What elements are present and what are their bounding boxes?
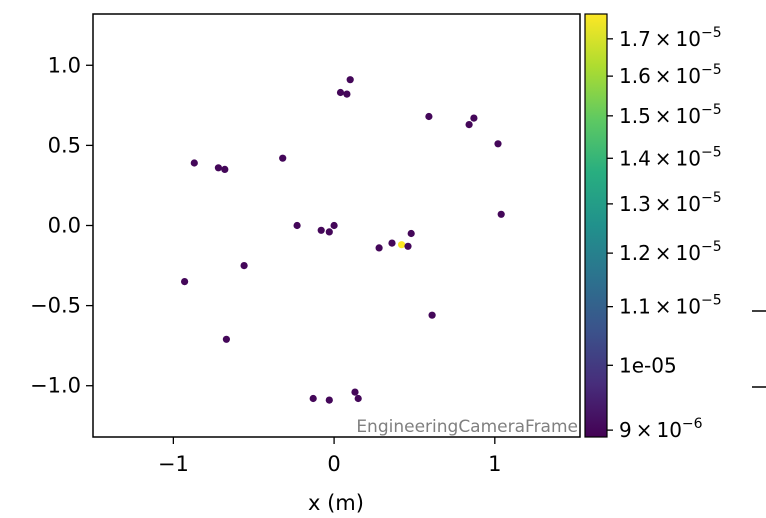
scatter-point — [375, 244, 383, 252]
scatter-point — [325, 228, 333, 236]
colorbar-tick-label: 1.2 × 10−5 — [619, 239, 722, 265]
y-tick-label: 0.5 — [48, 133, 81, 157]
colorbar-tick-label: 1e-05 — [619, 353, 677, 377]
x-axis: −1 0 1 — [158, 437, 502, 476]
scatter-point — [346, 76, 354, 84]
scatter-point — [343, 90, 351, 98]
scatter-point — [336, 88, 345, 97]
scatter-point — [222, 335, 230, 343]
scatter-point — [494, 140, 502, 148]
scatter-point — [354, 394, 362, 403]
scatter-point — [190, 159, 198, 167]
scatter-point — [309, 394, 317, 403]
scatter-points — [181, 76, 505, 404]
colorbar-tick-label: 1.3 × 10−5 — [619, 190, 722, 216]
scatter-point — [398, 241, 406, 249]
scatter-point — [181, 278, 189, 286]
scatter-point — [404, 242, 412, 250]
scatter-point — [279, 154, 287, 162]
colorbar-tick-label: 1.7 × 10−5 — [619, 25, 722, 51]
x-tick-label: 1 — [488, 452, 501, 476]
scatter-point — [351, 388, 359, 396]
scatter-point — [317, 226, 325, 234]
x-axis-label: x (m) — [308, 491, 364, 515]
scatter-point — [425, 112, 433, 121]
x-tick-label: −1 — [158, 452, 189, 476]
colorbar-tick-label: 9 × 10−6 — [619, 416, 703, 442]
scatter-point — [428, 311, 436, 319]
colorbar-tick-label: 1.5 × 10−5 — [619, 102, 722, 128]
y-tick-label: −0.5 — [30, 294, 81, 318]
scatter-point — [465, 121, 473, 129]
scatter-point — [221, 165, 229, 173]
y-tick-label: 1.0 — [48, 53, 81, 77]
scatter-point — [497, 210, 505, 218]
frame-label: EngineeringCameraFrame — [356, 417, 578, 437]
colorbar-tick-label: 1.6 × 10−5 — [619, 62, 722, 88]
colorbar-tick-label: 1.1 × 10−5 — [619, 293, 722, 319]
y-tick-label: 0.0 — [48, 214, 81, 238]
scatter-point — [214, 164, 222, 172]
colorbar-tick-label: 1.4 × 10−5 — [619, 144, 722, 170]
scatter-point — [293, 221, 301, 230]
colorbar-axis: 1.7 × 10−5 1.6 × 10−5 1.5 × 10−5 1.4 × 10−5… — [607, 25, 722, 442]
scatter-point — [330, 221, 338, 230]
y-tick-label: −1.0 — [30, 374, 81, 398]
scatter-point — [470, 114, 478, 122]
scatter-point — [407, 229, 415, 238]
colorbar — [584, 13, 608, 438]
y-axis: 1.0 0.5 0.0 −0.5 −1.0 — [30, 53, 93, 398]
x-tick-label: 0 — [327, 452, 340, 476]
scatter-point — [388, 239, 396, 247]
scatter-point — [325, 396, 333, 404]
scatter-point — [240, 262, 248, 270]
